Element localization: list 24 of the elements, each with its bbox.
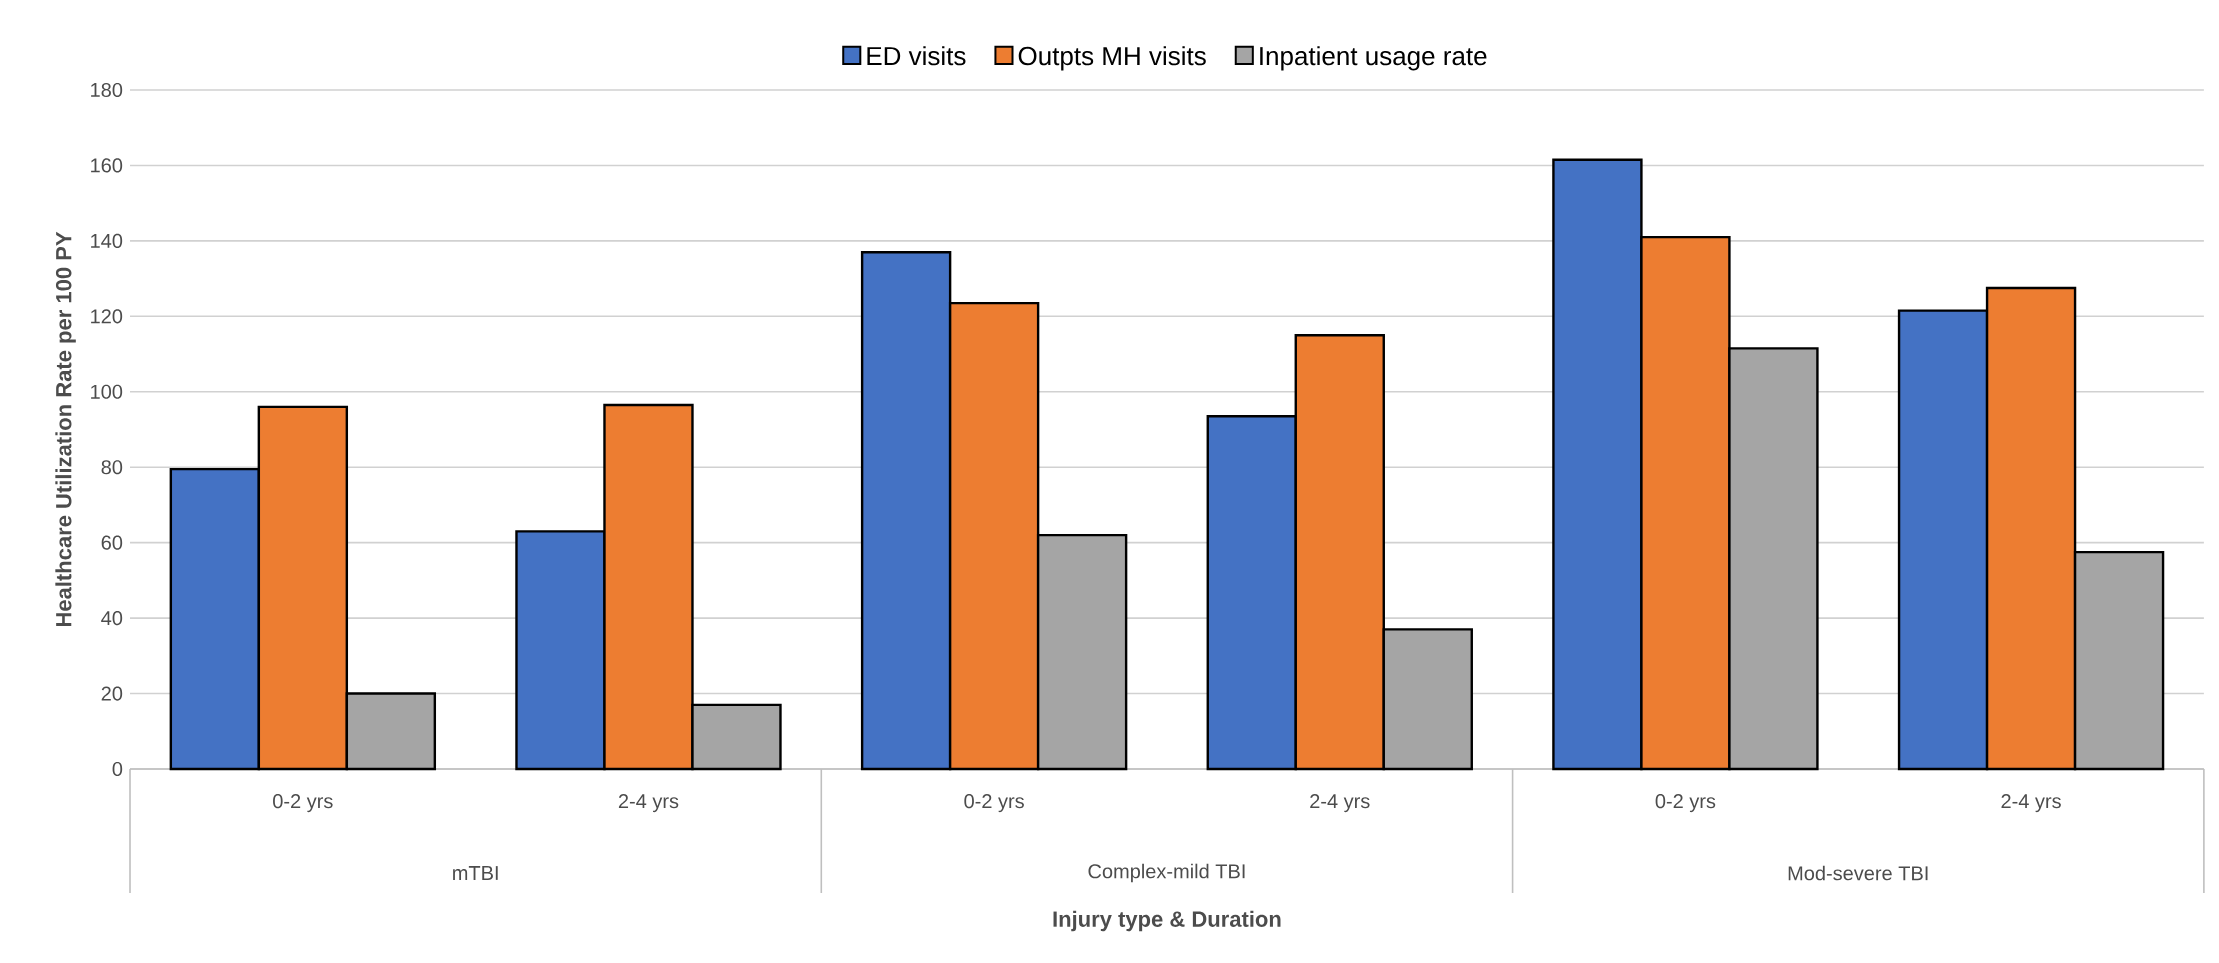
- y-axis-title: Healthcare Utilization Rate per 100 PY: [55, 231, 76, 627]
- y-tick-label: 20: [101, 686, 123, 701]
- y-tick-label: 60: [101, 535, 123, 550]
- text: Mod-severe TBI: [1788, 865, 1928, 881]
- text: mTBI: [453, 866, 498, 880]
- y-tick-label: 80: [101, 460, 123, 475]
- y-tick-label: 40: [101, 611, 123, 626]
- y-tick-label: 180: [91, 82, 123, 98]
- y-tick-label: 140: [91, 233, 123, 248]
- y-tick-label: 120: [91, 309, 123, 324]
- x-axis-title: Injury type & Duration: [1053, 910, 1281, 932]
- y-tick-label: 0: [112, 761, 123, 777]
- text: Complex-mild TBI: [1088, 863, 1245, 883]
- x-tick-label: 0-2 yrs: [964, 794, 1024, 813]
- x-tick-label: 0-2 yrs: [1655, 794, 1716, 813]
- legend-label: Inpatient usage rate: [1260, 46, 1487, 71]
- y-tick-label: 100: [91, 384, 123, 399]
- x-tick-label: 2-4 yrs: [1310, 794, 1370, 813]
- y-tick-label: 160: [91, 158, 123, 173]
- x-tick-label: 2-4 yrs: [618, 794, 679, 813]
- x-tick-label: 2-4 yrs: [2001, 794, 2061, 813]
- legend-label: ED visits: [867, 46, 966, 66]
- legend-label: Outpts MH visits: [1018, 46, 1206, 71]
- x-tick-label: 0-2 yrs: [273, 794, 333, 813]
